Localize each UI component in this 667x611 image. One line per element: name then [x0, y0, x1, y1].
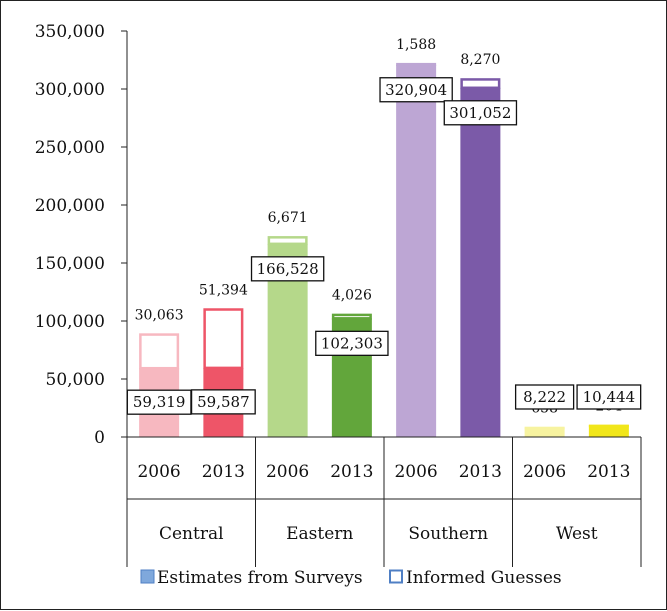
data-label-surveys: 102,303 — [316, 331, 388, 355]
bar-guesses-segment — [397, 64, 435, 65]
y-tick-label: 350,000 — [35, 22, 105, 42]
data-label-guesses: 8,270 — [460, 52, 500, 68]
y-axis: 0 50,000 100,000 150,000 200,000 250,000 300,0… — [35, 22, 127, 448]
data-label-guesses: 30,063 — [135, 307, 184, 323]
data-label-guesses: 6,671 — [268, 210, 308, 226]
y-tick-label: 50,000 — [46, 370, 105, 390]
legend-marker-guesses — [390, 571, 402, 583]
data-label-text: 301,052 — [449, 104, 511, 122]
bar-guesses-segment — [269, 237, 307, 243]
y-tick-label: 0 — [94, 428, 105, 448]
data-label-text: 59,319 — [133, 393, 186, 411]
bar-surveys-segment — [396, 65, 436, 437]
x-group-label: Central — [159, 524, 224, 544]
data-label-surveys: 166,528 — [252, 257, 324, 281]
x-axis: 2006 2013 2006 2013 2006 2013 2006 2013 Central E… — [127, 437, 641, 567]
bar-west-2013: 20410,444 — [577, 385, 641, 437]
bar-southern-2006: 1,588 320,904 — [380, 37, 452, 437]
data-label-text: 59,587 — [197, 393, 250, 411]
x-tick-label-year: 2013 — [202, 462, 245, 482]
x-tick-label-year: 2013 — [459, 462, 502, 482]
legend: Estimates from Surveys Informed Guesses — [141, 568, 562, 588]
data-label-text: 320,904 — [385, 81, 447, 99]
bar-eastern-2013: 4,026 102,303 — [316, 288, 388, 437]
y-tick-label: 200,000 — [35, 196, 105, 216]
bar-surveys-segment — [460, 88, 500, 437]
x-group-label: Eastern — [286, 524, 353, 544]
x-tick-label-year: 2006 — [394, 462, 437, 482]
bar-southern-2013: 8,270 301,052 — [444, 52, 516, 437]
data-label-surveys: 59,587 — [192, 390, 256, 414]
data-label-surveys: 10,444 — [577, 385, 641, 409]
y-tick-label: 100,000 — [35, 312, 105, 332]
data-label-surveys: 8,222 — [516, 385, 574, 409]
x-tick-label-year: 2006 — [266, 462, 309, 482]
x-group-label: Southern — [408, 524, 488, 544]
y-tick-label: 300,000 — [35, 80, 105, 100]
data-label-guesses: 4,026 — [332, 288, 372, 304]
y-tick-label: 150,000 — [35, 254, 105, 274]
bars: 30,063 59,319 51,394 59,587 6,671 166,528 4,02… — [127, 37, 640, 437]
y-tick-label: 250,000 — [35, 138, 105, 158]
x-tick-label-year: 2013 — [330, 462, 373, 482]
bar-central-2006: 30,063 59,319 — [127, 307, 191, 437]
x-tick-label-year: 2006 — [523, 462, 566, 482]
bar-guesses-segment — [205, 310, 243, 368]
x-tick-label-year: 2006 — [137, 462, 180, 482]
bar-central-2013: 51,394 59,587 — [192, 282, 256, 437]
data-label-guesses: 1,588 — [396, 37, 436, 53]
data-label-text: 10,444 — [583, 388, 636, 406]
x-group-label: West — [556, 524, 598, 544]
data-label-surveys: 59,319 — [127, 390, 191, 414]
data-label-guesses: 51,394 — [199, 282, 248, 298]
bar-guesses-segment — [140, 335, 178, 369]
bar-guesses-segment — [333, 315, 371, 318]
data-label-text: 102,303 — [321, 334, 383, 352]
data-label-text: 8,222 — [523, 388, 566, 406]
legend-marker-surveys — [141, 570, 154, 583]
data-label-surveys: 301,052 — [444, 101, 516, 125]
bar-guesses-segment — [462, 79, 500, 87]
bar-eastern-2006: 6,671 166,528 — [252, 210, 324, 437]
bar-west-2006: 6588,222 — [516, 385, 574, 437]
x-tick-label-year: 2013 — [587, 462, 630, 482]
data-label-surveys: 320,904 — [380, 78, 452, 102]
legend-label-guesses: Informed Guesses — [406, 568, 562, 588]
legend-label-surveys: Estimates from Surveys — [157, 568, 363, 588]
data-label-text: 166,528 — [257, 260, 319, 278]
